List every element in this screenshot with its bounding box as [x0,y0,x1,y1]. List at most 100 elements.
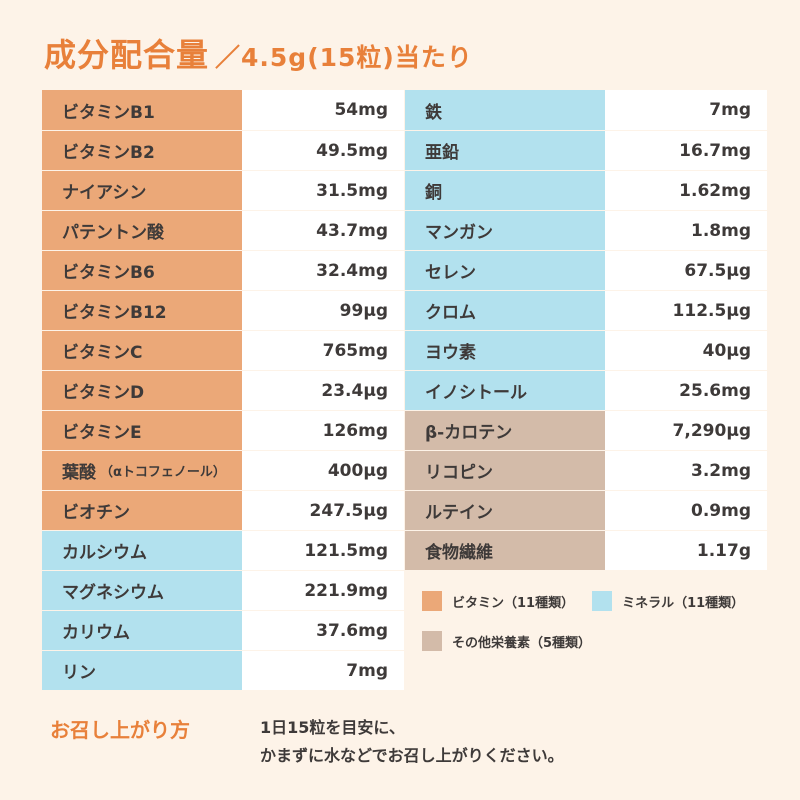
nutrient-name-cell: リン [42,651,242,690]
nutrient-name-cell: ビオチン [42,491,242,530]
nutrient-name: ビタミンB6 [62,263,155,283]
legend-item-vitamin: ビタミン（11種類） [422,591,574,611]
legend-item-other: その他栄養素（5種類） [422,631,591,651]
nutrient-name: パテントン酸 [62,223,164,243]
nutrient-name: 銅 [425,183,442,203]
nutrient-amount: 43.7mg [242,211,404,250]
usage-line-2: かまずに水などでお召し上がりください。 [260,746,564,765]
table-row: リコピン 3.2mg [405,450,767,490]
nutrient-name: ルテイン [425,503,493,523]
nutrient-name: ビタミンC [62,343,143,363]
nutrient-name-cell: 銅 [405,171,605,210]
nutrient-amount: 99μg [242,291,404,330]
table-row: 葉酸 （αトコフェノール） 400μg [42,450,404,490]
nutrient-name-cell: カリウム [42,611,242,650]
table-row: ルテイン 0.9mg [405,490,767,530]
nutrient-amount: 32.4mg [242,251,404,290]
nutrient-amount: 0.9mg [605,491,767,530]
nutrient-table-right: 鉄 7mg 亜鉛 16.7mg 銅 1.62mg マンガン 1.8mg セレン 67.5μg クロム… [405,90,767,570]
nutrient-name-cell: ナイアシン [42,171,242,210]
nutrient-name: 亜鉛 [425,143,459,163]
nutrient-name-cell: 亜鉛 [405,131,605,170]
nutrient-amount: 7mg [605,90,767,130]
nutrient-name-cell: ルテイン [405,491,605,530]
nutrient-name: カリウム [62,623,130,643]
nutrient-name: ビタミンD [62,383,145,403]
nutrient-name: クロム [425,303,476,323]
table-row: ビオチン 247.5μg [42,490,404,530]
nutrient-name: セレン [425,263,476,283]
nutrient-amount: 1.8mg [605,211,767,250]
nutrient-name: ビタミンB1 [62,102,155,123]
table-row: ビタミンC 765mg [42,330,404,370]
nutrient-amount: 1.17g [605,531,767,570]
table-row: パテントン酸 43.7mg [42,210,404,250]
page-title: 成分配合量 ／4.5g(15粒)当たり [44,30,473,76]
table-row: 鉄 7mg [405,90,767,130]
nutrient-name: マグネシウム [62,583,164,603]
nutrient-name-cell: β-カロテン [405,411,605,450]
nutrient-name: イノシトール [425,383,527,403]
nutrient-table-left: ビタミンB1 54mg ビタミンB2 49.5mg ナイアシン 31.5mg パテントン酸 4… [42,90,404,690]
nutrient-name: β-カロテン [425,423,513,443]
table-row: カリウム 37.6mg [42,610,404,650]
nutrient-name: ビタミンB12 [62,303,167,323]
nutrient-name-cell: セレン [405,251,605,290]
nutrient-name-cell: クロム [405,291,605,330]
nutrient-amount: 221.9mg [242,571,404,610]
nutrient-name: ナイアシン [62,183,147,203]
nutrient-amount: 1.62mg [605,171,767,210]
nutrient-name-cell: 食物繊維 [405,531,605,570]
table-row: マグネシウム 221.9mg [42,570,404,610]
nutrient-name-cell: マグネシウム [42,571,242,610]
nutrient-amount: 400μg [242,451,404,490]
nutrient-amount: 23.4μg [242,371,404,410]
mineral-swatch [592,591,613,611]
nutrient-amount: 25.6mg [605,371,767,410]
table-row: ビタミンD 23.4μg [42,370,404,410]
nutrient-amount: 54mg [242,90,404,130]
title-subtitle: ／4.5g(15粒)当たり [215,43,473,72]
nutrient-note: （αトコフェノール） [100,465,226,480]
legend-label-mineral: ミネラル（11種類） [622,595,745,611]
legend: ビタミン（11種類） ミネラル（11種類） その他栄養素（5種類） [422,590,782,670]
vitamin-swatch [422,591,442,611]
nutrient-name: 鉄 [425,102,442,123]
table-row: 亜鉛 16.7mg [405,130,767,170]
nutrient-name: 食物繊維 [425,543,493,563]
legend-item-mineral: ミネラル（11種類） [592,591,744,611]
table-row: 銅 1.62mg [405,170,767,210]
table-row: ヨウ素 40μg [405,330,767,370]
nutrient-amount: 67.5μg [605,251,767,290]
nutrient-name: ヨウ素 [425,343,476,363]
nutrient-name-cell: ビタミンD [42,371,242,410]
table-row: マンガン 1.8mg [405,210,767,250]
nutrient-name: リコピン [425,463,493,483]
table-row: β-カロテン 7,290μg [405,410,767,450]
table-row: ビタミンB1 54mg [42,90,404,130]
nutrient-name-cell: パテントン酸 [42,211,242,250]
nutrient-name: ビタミンE [62,423,142,443]
nutrient-name: ビオチン [62,503,130,523]
table-row: ナイアシン 31.5mg [42,170,404,210]
nutrient-name: カルシウム [62,543,147,563]
nutrient-name-cell: ビタミンB2 [42,131,242,170]
nutrient-amount: 16.7mg [605,131,767,170]
nutrient-amount: 121.5mg [242,531,404,570]
nutrient-name: ビタミンB2 [62,143,155,163]
nutrient-name-cell: ビタミンB12 [42,291,242,330]
nutrient-name-cell: ビタミンE [42,411,242,450]
other-swatch [422,631,442,651]
table-row: ビタミンB6 32.4mg [42,250,404,290]
usage-title: お召し上がり方 [50,718,190,742]
nutrient-name-cell: マンガン [405,211,605,250]
nutrient-name-cell: ヨウ素 [405,331,605,370]
table-row: イノシトール 25.6mg [405,370,767,410]
nutrient-name-cell: ビタミンB6 [42,251,242,290]
table-row: ビタミンB2 49.5mg [42,130,404,170]
nutrient-amount: 3.2mg [605,451,767,490]
usage-text: 1日15粒を目安に、 かまずに水などでお召し上がりください。 [260,714,564,770]
nutrient-amount: 31.5mg [242,171,404,210]
table-row: ビタミンE 126mg [42,410,404,450]
nutrient-name-cell: ビタミンC [42,331,242,370]
